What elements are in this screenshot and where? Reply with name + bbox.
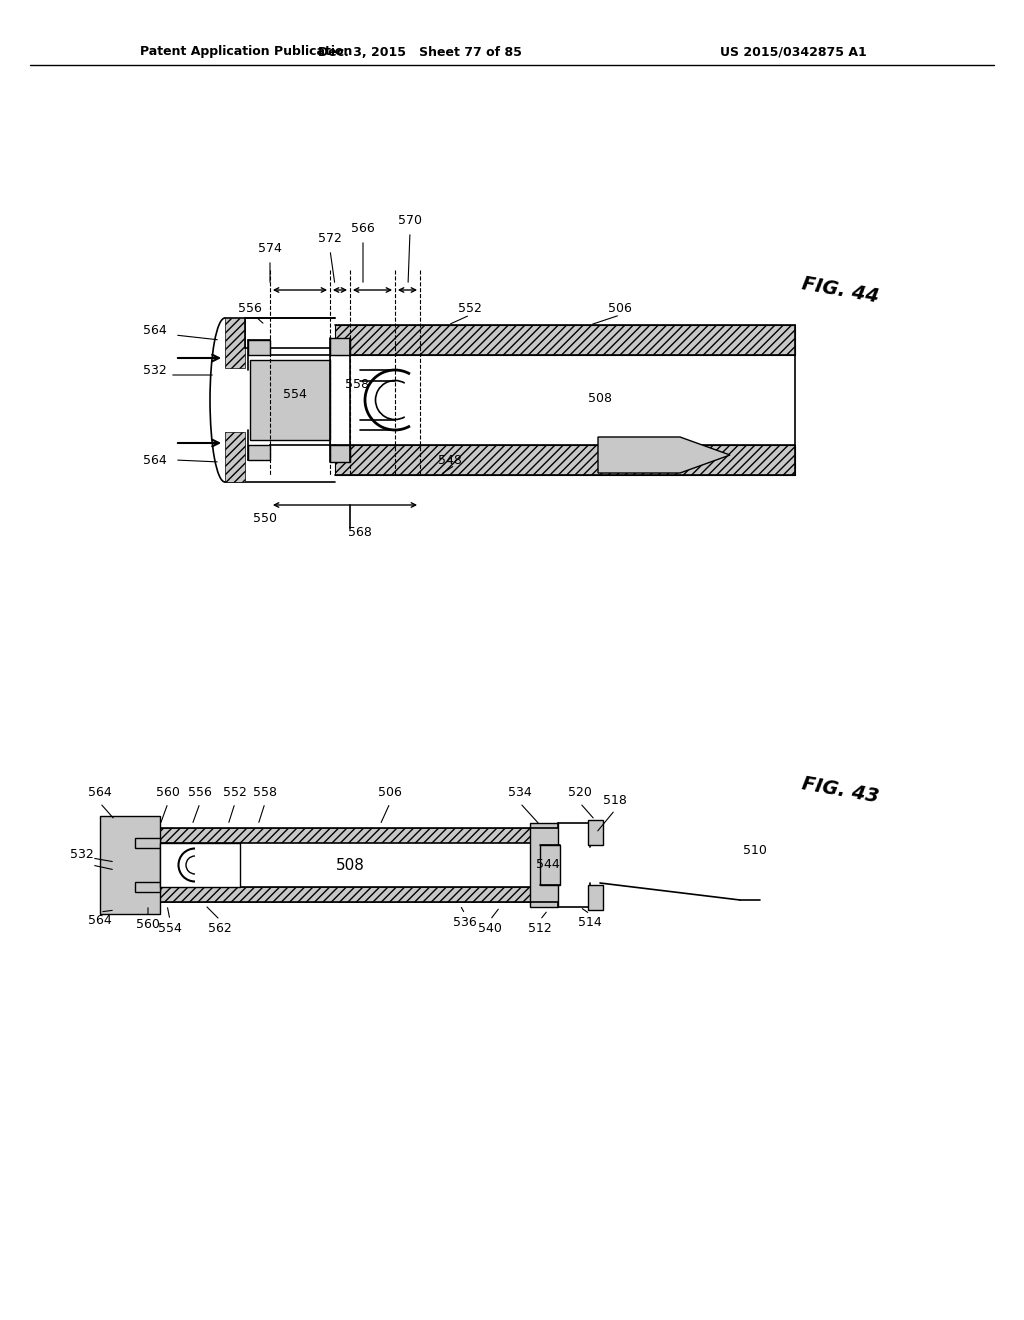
- Text: 518: 518: [603, 793, 627, 807]
- Text: 560: 560: [136, 919, 160, 932]
- Bar: [530, 822, 558, 907]
- Text: 544: 544: [537, 858, 560, 871]
- Text: 514: 514: [579, 916, 602, 928]
- Text: 570: 570: [398, 214, 422, 227]
- Text: 540: 540: [478, 921, 502, 935]
- Text: 556: 556: [238, 301, 262, 314]
- Bar: [330, 338, 350, 355]
- Text: 552: 552: [223, 787, 247, 800]
- Bar: [160, 828, 530, 843]
- Bar: [160, 843, 240, 887]
- Bar: [540, 845, 560, 884]
- Text: 532: 532: [70, 849, 94, 862]
- Bar: [588, 820, 603, 845]
- Text: 536: 536: [454, 916, 477, 928]
- Text: 520: 520: [568, 787, 592, 800]
- Text: 558: 558: [253, 787, 278, 800]
- Text: 506: 506: [608, 301, 632, 314]
- Text: 552: 552: [458, 301, 482, 314]
- Text: 564: 564: [143, 454, 167, 466]
- Text: Dec. 3, 2015   Sheet 77 of 85: Dec. 3, 2015 Sheet 77 of 85: [318, 45, 522, 58]
- Bar: [248, 341, 270, 355]
- Text: 554: 554: [283, 388, 307, 401]
- Text: 534: 534: [508, 787, 531, 800]
- Text: 512: 512: [528, 921, 552, 935]
- Text: 548: 548: [438, 454, 462, 466]
- Text: FIG. 44: FIG. 44: [800, 273, 880, 306]
- Text: 508: 508: [336, 858, 365, 873]
- Text: 564: 564: [88, 787, 112, 800]
- Bar: [588, 884, 603, 909]
- Text: 506: 506: [378, 787, 402, 800]
- Bar: [250, 360, 330, 440]
- Text: 508: 508: [588, 392, 612, 404]
- Text: 566: 566: [351, 222, 375, 235]
- Bar: [135, 838, 160, 847]
- Bar: [335, 325, 795, 355]
- Bar: [335, 445, 795, 475]
- Bar: [330, 445, 350, 462]
- Text: US 2015/0342875 A1: US 2015/0342875 A1: [720, 45, 866, 58]
- Text: 550: 550: [253, 511, 278, 524]
- Polygon shape: [598, 437, 730, 473]
- Bar: [225, 318, 245, 368]
- Text: Patent Application Publication: Patent Application Publication: [140, 45, 352, 58]
- Text: 556: 556: [188, 787, 212, 800]
- Bar: [248, 445, 270, 459]
- Text: 564: 564: [88, 913, 112, 927]
- Text: 562: 562: [208, 921, 231, 935]
- Text: 554: 554: [158, 921, 182, 935]
- Text: 560: 560: [156, 787, 180, 800]
- Text: 574: 574: [258, 242, 282, 255]
- Bar: [160, 843, 530, 887]
- Text: 564: 564: [143, 323, 167, 337]
- Text: 572: 572: [318, 231, 342, 244]
- Bar: [225, 432, 245, 482]
- Text: FIG. 43: FIG. 43: [800, 774, 880, 807]
- Text: 510: 510: [743, 843, 767, 857]
- Text: 568: 568: [348, 527, 372, 540]
- Text: 558: 558: [345, 379, 369, 392]
- Text: 532: 532: [143, 363, 167, 376]
- Bar: [100, 816, 160, 913]
- Bar: [160, 887, 530, 902]
- Bar: [135, 882, 160, 892]
